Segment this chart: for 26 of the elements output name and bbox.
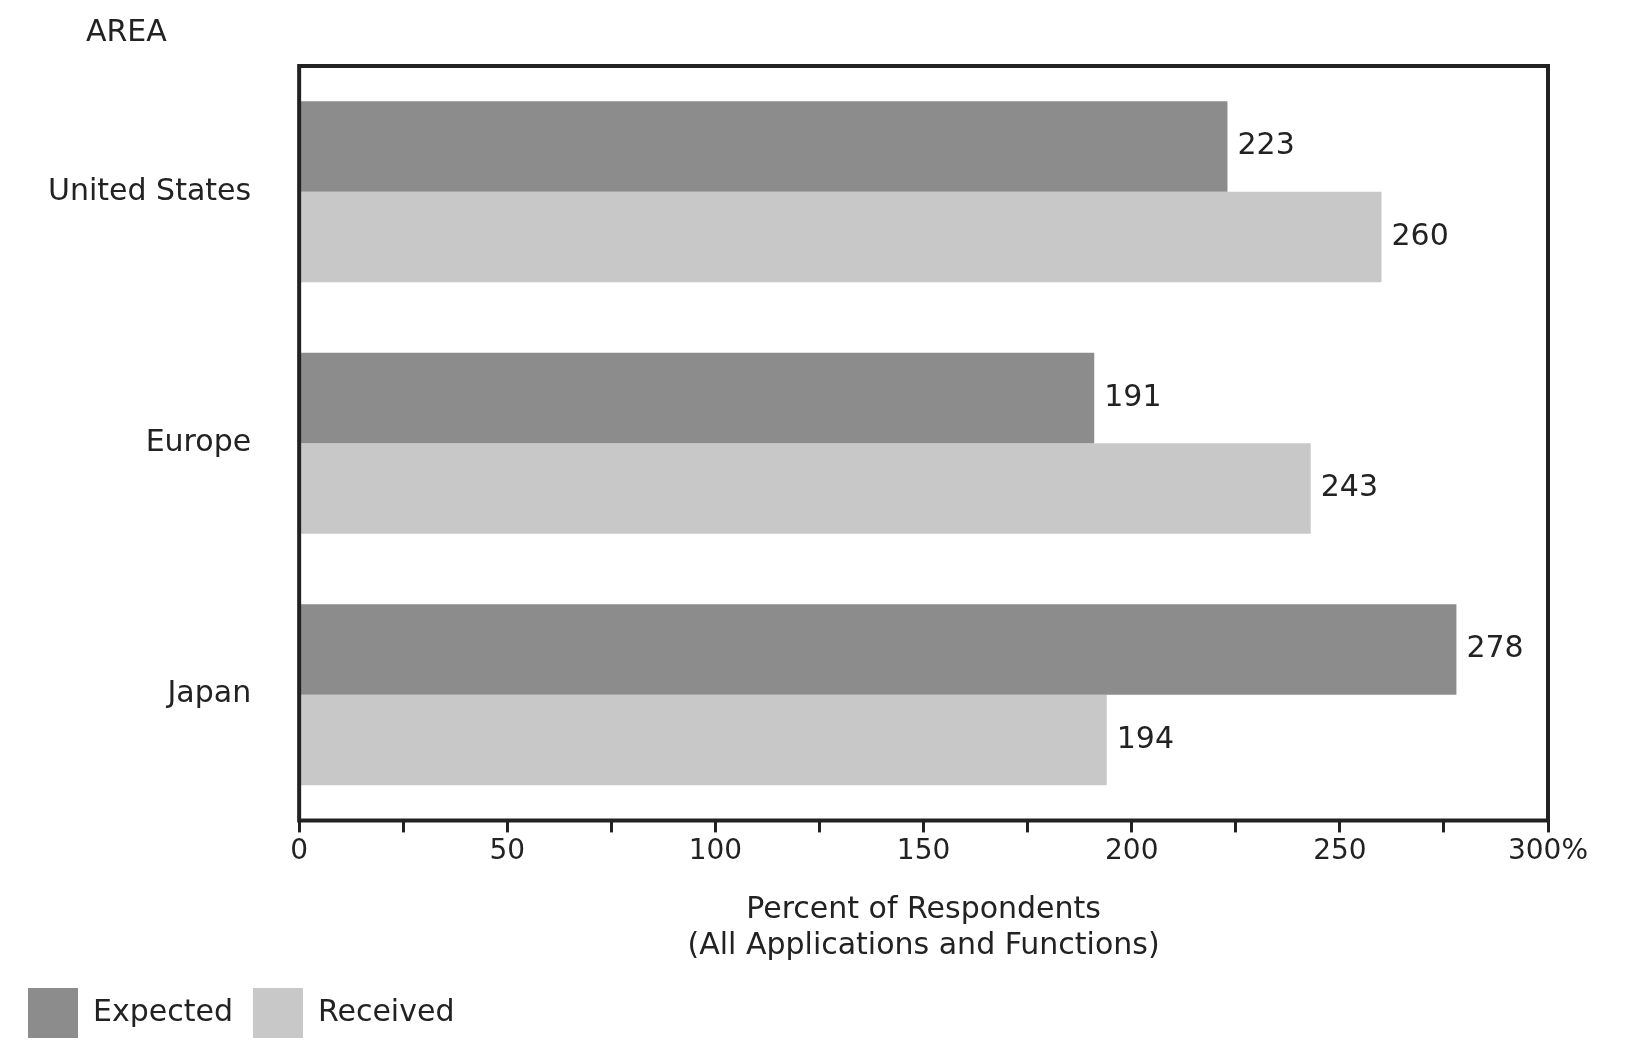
bar	[300, 191, 1382, 283]
bar	[300, 694, 1107, 786]
x-tick-label: 50	[489, 833, 526, 867]
data-label: 260	[1391, 216, 1449, 252]
x-tick-label: 250	[1313, 833, 1367, 867]
data-label: 278	[1466, 629, 1524, 665]
bar	[300, 352, 1095, 444]
data-label: 194	[1116, 719, 1174, 755]
data-label: 191	[1104, 377, 1162, 413]
y-tick-label: Japan	[165, 674, 252, 710]
x-tick-label: 300%	[1507, 833, 1589, 867]
bar	[300, 101, 1228, 192]
x-tick-label: 150	[896, 833, 951, 867]
y-tick-label: Europe	[145, 423, 252, 458]
legend-label: Expected	[93, 992, 233, 1028]
y-axis-title: AREA	[86, 12, 168, 48]
legend-label: Received	[317, 992, 455, 1028]
y-tick-label: United States	[47, 171, 252, 207]
data-label: 243	[1320, 468, 1378, 504]
x-tick-label: 0	[290, 833, 309, 867]
bar	[300, 604, 1457, 695]
x-tick-label: 200	[1104, 833, 1159, 867]
data-label: 223	[1237, 126, 1295, 162]
x-tick-label: 100	[688, 833, 743, 867]
x-axis-title: Percent of Respondents (All Applications and Functions)	[687, 889, 1160, 961]
bar	[300, 443, 1311, 534]
